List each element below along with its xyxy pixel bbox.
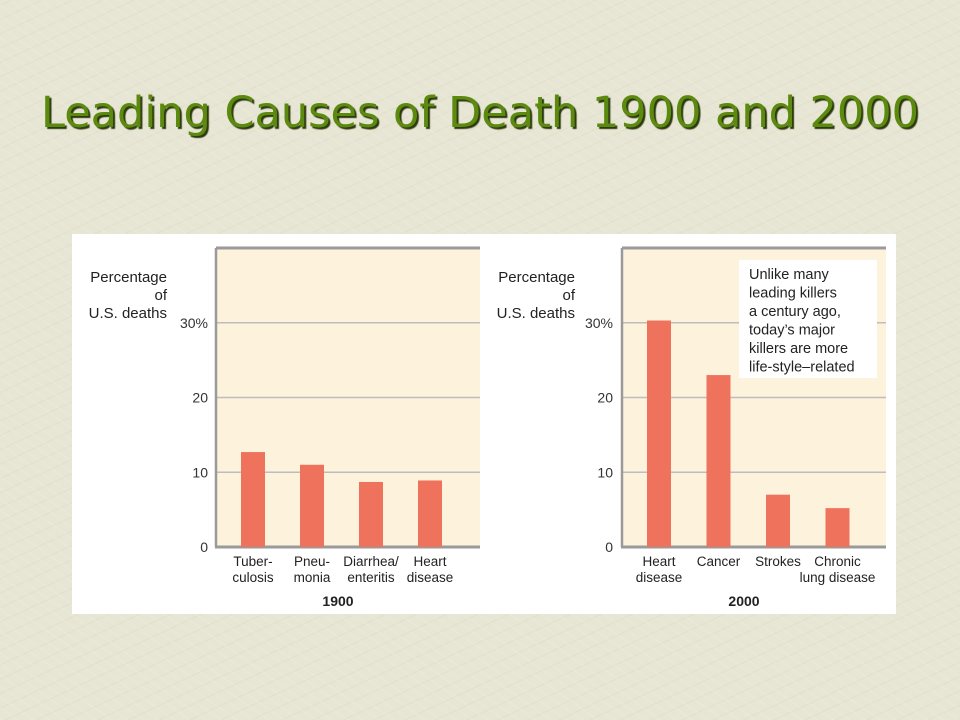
annotation-box: [739, 260, 877, 378]
y-tick-label: 0: [605, 539, 613, 555]
bar: [418, 480, 442, 547]
category-label: monia: [294, 570, 331, 585]
bar: [706, 375, 731, 547]
category-label: Diarrhea/: [343, 554, 399, 569]
annotation-text: killers are more: [749, 341, 848, 357]
category-label: Heart: [413, 554, 446, 569]
bar: [825, 508, 850, 547]
y-tick-label: 10: [192, 464, 208, 480]
bar: [647, 320, 671, 547]
category-label: Pneu-: [294, 554, 330, 569]
bar: [359, 481, 383, 547]
annotation-text: a century ago,: [749, 304, 841, 320]
y-tick-label: 30%: [585, 315, 613, 331]
category-label: disease: [636, 570, 683, 585]
y-axis-label: Percentage: [498, 269, 575, 286]
y-tick-label: 10: [597, 464, 613, 480]
y-axis-label: U.S. deaths: [497, 305, 575, 322]
y-axis-label: U.S. deaths: [89, 305, 167, 322]
annotation-text: leading killers: [749, 286, 837, 302]
y-axis-label: Percentage: [90, 269, 167, 286]
chart-year-label: 2000: [728, 593, 759, 609]
chart-year-label: 1900: [322, 593, 353, 609]
bar: [766, 494, 790, 547]
y-axis-label: of: [154, 287, 167, 304]
annotation-text: today’s major: [749, 323, 835, 339]
category-label: disease: [407, 570, 454, 585]
annotation-text: Unlike many: [749, 267, 830, 283]
y-tick-label: 20: [597, 390, 613, 406]
y-axis-label: of: [562, 287, 575, 304]
category-label: Strokes: [755, 554, 801, 569]
category-label: Tuber-: [233, 554, 272, 569]
y-tick-label: 30%: [180, 315, 208, 331]
category-label: Cancer: [697, 554, 741, 569]
category-label: enteritis: [347, 570, 395, 585]
figure-panel: 0 10 20 30% Percentage of U.S. deaths Tuber-cul…: [72, 234, 896, 614]
bar: [300, 464, 324, 547]
y-tick-label: 20: [192, 390, 208, 406]
slide-title: Leading Causes of Death 1900 and 2000: [41, 88, 919, 138]
bar: [241, 452, 265, 547]
category-label: Chronic: [814, 554, 861, 569]
category-label: culosis: [232, 570, 274, 585]
y-tick-label: 0: [200, 539, 208, 555]
category-label: lung disease: [800, 570, 876, 585]
category-label: Heart: [642, 554, 675, 569]
annotation-text: life-style–related: [749, 360, 855, 376]
